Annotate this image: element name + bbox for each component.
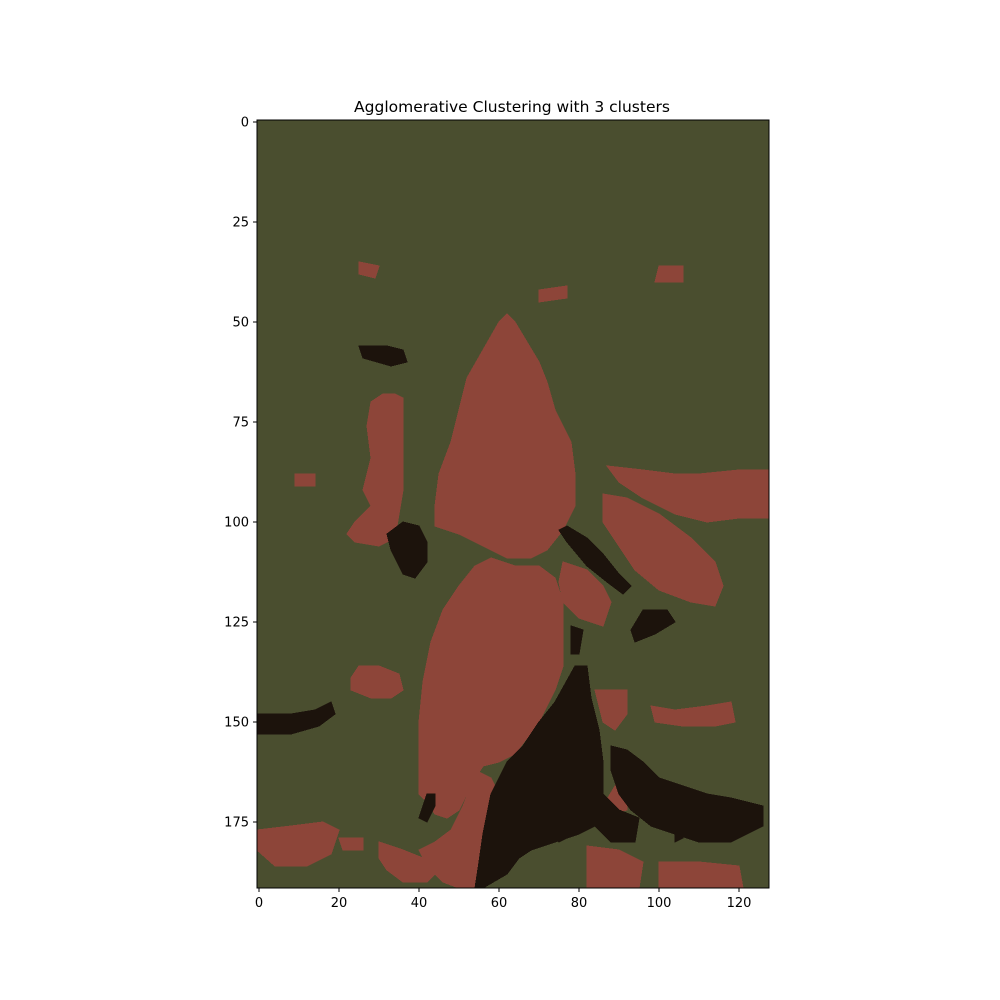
axes-frame	[256, 119, 770, 889]
cluster-1-region	[654, 265, 684, 283]
cluster-1-region	[602, 493, 724, 607]
y-tick-label: 75	[232, 416, 249, 431]
cluster-1-region	[558, 561, 612, 627]
y-tick-label: 175	[224, 816, 249, 831]
cluster-2-region	[418, 793, 436, 823]
cluster-2-region	[570, 625, 584, 655]
y-tick-label: 50	[232, 316, 249, 331]
x-tick-label: 80	[571, 896, 588, 911]
cluster-1-region	[658, 861, 744, 888]
cluster-1-region	[594, 689, 628, 731]
x-tick-label: 0	[255, 896, 263, 911]
y-tick-label: 150	[224, 716, 249, 731]
cluster-1-region	[350, 665, 404, 699]
y-tick-label: 0	[241, 116, 249, 131]
y-tick-label: 100	[224, 516, 249, 531]
cluster-2-region	[386, 521, 428, 579]
cluster-1-region	[338, 837, 364, 851]
cluster-1-region	[346, 393, 404, 547]
cluster-1-region	[358, 261, 380, 279]
x-axis: 0 20 40 60 80 100 120	[255, 888, 752, 911]
cluster-1-region	[294, 473, 316, 487]
plot-area	[256, 119, 770, 889]
cluster-1-region	[605, 465, 769, 523]
cluster-2-region	[546, 793, 580, 843]
y-tick-label: 125	[224, 616, 249, 631]
cluster-1-region	[586, 845, 644, 888]
cluster-1-region	[257, 821, 340, 867]
cluster-1-region	[538, 285, 568, 303]
x-tick-label: 60	[491, 896, 508, 911]
cluster-2-region	[558, 525, 632, 595]
cluster-2-region	[358, 345, 408, 367]
cluster-1-region	[434, 313, 576, 559]
x-tick-label: 120	[727, 896, 752, 911]
x-tick-label: 40	[411, 896, 428, 911]
cluster-2-region	[610, 745, 764, 843]
cluster-1-region	[378, 841, 436, 883]
cluster-2-region	[630, 609, 676, 643]
y-axis: 0 25 50 75 100 125 150 175	[224, 116, 257, 831]
x-tick-label: 20	[331, 896, 348, 911]
cluster-1-region	[650, 701, 736, 727]
cluster-2-region	[674, 825, 684, 843]
x-tick-label: 100	[647, 896, 672, 911]
chart-title: Agglomerative Clustering with 3 clusters	[354, 98, 670, 116]
y-tick-label: 25	[232, 216, 249, 231]
cluster-2-region	[474, 665, 640, 888]
cluster-2-region	[257, 701, 336, 735]
